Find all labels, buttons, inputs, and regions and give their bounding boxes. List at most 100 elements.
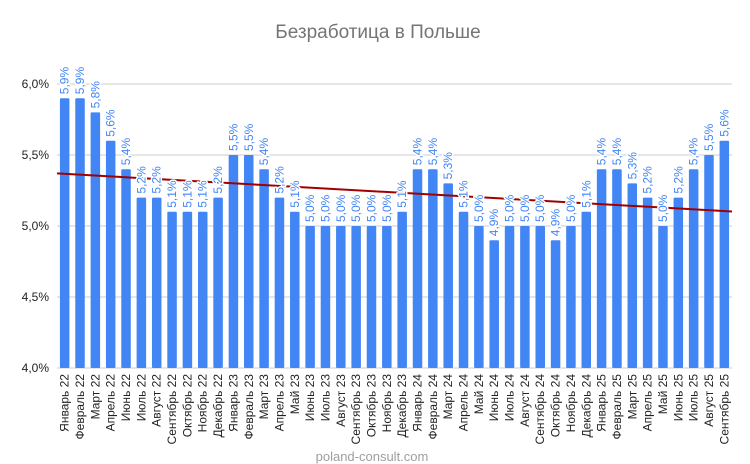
x-tick-label: Август 23	[334, 374, 348, 427]
bar	[443, 183, 453, 368]
x-tick-label: Июнь 23	[303, 374, 317, 422]
bar	[366, 226, 377, 368]
x-tick-label: Ноябрь 22	[196, 374, 210, 433]
bar	[566, 226, 576, 368]
x-tick-label: Март 23	[257, 374, 271, 420]
bar	[75, 98, 85, 368]
data-label: 5,0%	[380, 194, 394, 222]
x-axis: Январь 22 Февраль 22 Март 22 Апрель 22 Июнь …	[58, 374, 732, 445]
bar	[474, 226, 484, 368]
bar	[90, 112, 101, 369]
x-tick-label: Июль 25	[687, 374, 701, 422]
bar	[59, 98, 70, 368]
data-label: 5,0%	[656, 194, 670, 222]
bar	[612, 169, 622, 368]
data-label: 5,4%	[411, 138, 425, 166]
bar	[259, 169, 269, 368]
x-tick-label: Январь 25	[595, 374, 609, 432]
x-tick-label: Февраль 25	[610, 374, 624, 440]
x-tick-label: Август 24	[518, 374, 532, 427]
data-label: 5,0%	[349, 194, 363, 222]
x-tick-label: Ноябрь 24	[564, 374, 578, 433]
footer-watermark: poland-consult.com	[316, 449, 429, 464]
bar	[719, 140, 730, 368]
bar	[274, 197, 285, 368]
bar	[428, 169, 438, 368]
data-label: 4,9%	[549, 209, 563, 237]
bar	[228, 155, 239, 368]
data-label: 5,1%	[165, 180, 179, 208]
bar	[213, 197, 223, 368]
trendline	[56, 172, 733, 213]
data-label: 4,9%	[487, 209, 501, 237]
data-label: 5,2%	[272, 166, 286, 194]
bar	[136, 197, 147, 368]
x-tick-label: Январь 24	[411, 374, 425, 432]
x-tick-label: Июнь 22	[119, 374, 133, 422]
x-tick-label: Февраль 22	[73, 374, 87, 440]
bar	[351, 226, 361, 368]
bar	[336, 226, 346, 368]
data-label: 5,5%	[702, 123, 716, 151]
bar	[673, 197, 684, 368]
x-tick-label: Сентябрь 24	[533, 374, 547, 445]
bar	[658, 226, 668, 368]
data-label: 5,4%	[610, 138, 624, 166]
x-tick-label: Июль 22	[134, 374, 148, 422]
data-label: 5,0%	[533, 194, 547, 222]
bar	[167, 211, 177, 368]
x-tick-label: Сентябрь 25	[717, 374, 731, 445]
data-label: 5,8%	[88, 81, 102, 109]
x-tick-label: Октябрь 22	[180, 374, 194, 438]
bar	[504, 226, 515, 368]
bar	[105, 140, 116, 368]
data-label: 5,0%	[503, 194, 517, 222]
data-label: 5,5%	[226, 123, 240, 151]
bar	[458, 211, 469, 368]
x-tick-label: Август 22	[150, 374, 164, 427]
data-label: 5,0%	[303, 194, 317, 222]
bar	[197, 211, 208, 368]
chart-title: Безработица в Польше	[275, 22, 481, 43]
data-label: 5,1%	[288, 180, 302, 208]
data-label: 5,3%	[441, 152, 455, 180]
bar	[581, 211, 592, 368]
bar	[596, 169, 607, 368]
data-label: 5,2%	[150, 166, 164, 194]
data-label: 5,9%	[58, 67, 72, 95]
x-tick-label: Апрель 25	[641, 374, 655, 432]
y-tick-label: 5,0%	[22, 219, 50, 233]
bar	[412, 169, 423, 368]
data-label: 5,2%	[641, 166, 655, 194]
x-tick-label: Июнь 25	[671, 374, 685, 422]
bar	[688, 169, 699, 368]
x-tick-label: Январь 23	[226, 374, 240, 432]
y-tick-label: 6,0%	[22, 77, 50, 91]
x-tick-label: Октябрь 24	[549, 374, 563, 438]
data-label: 5,1%	[395, 180, 409, 208]
x-tick-label: Июнь 24	[487, 374, 501, 422]
x-tick-label: Март 25	[625, 374, 639, 420]
data-label: 5,4%	[257, 138, 271, 166]
data-label: 5,9%	[73, 67, 87, 95]
bar	[520, 226, 530, 368]
x-tick-label: Декабрь 22	[211, 374, 225, 438]
x-tick-label: Апрель 23	[272, 374, 286, 432]
x-tick-label: Июль 24	[503, 374, 517, 422]
x-tick-label: Март 24	[441, 374, 455, 420]
x-tick-label: Апрель 24	[457, 374, 471, 432]
bar	[627, 183, 638, 368]
bars	[59, 98, 730, 369]
bar	[290, 211, 300, 368]
data-label: 5,3%	[625, 152, 639, 180]
x-tick-label: Май 25	[656, 374, 670, 415]
data-label: 5,0%	[564, 194, 578, 222]
data-label: 5,2%	[211, 166, 225, 194]
x-tick-label: Декабрь 23	[395, 374, 409, 438]
x-tick-label: Январь 22	[58, 374, 72, 432]
bar	[244, 155, 254, 368]
bar	[550, 240, 561, 368]
x-tick-label: Сентябрь 22	[165, 374, 179, 445]
data-label: 5,4%	[426, 138, 440, 166]
